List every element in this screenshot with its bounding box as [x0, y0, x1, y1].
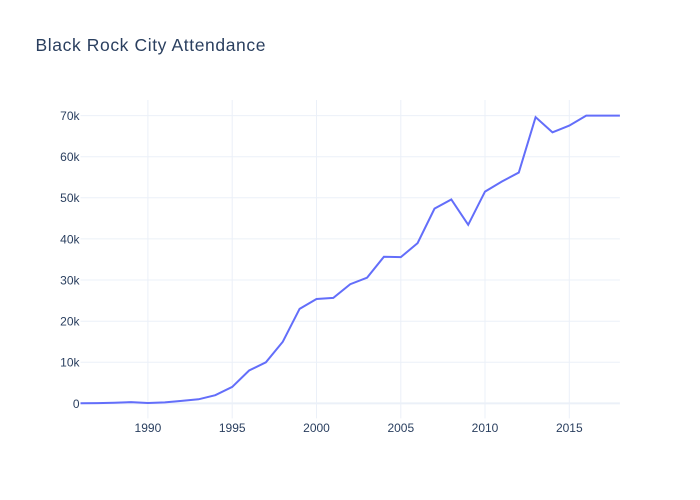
svg-text:70k: 70k [60, 109, 80, 123]
svg-text:2005: 2005 [387, 421, 414, 435]
svg-text:40k: 40k [60, 232, 80, 246]
svg-text:1995: 1995 [219, 421, 246, 435]
svg-text:20k: 20k [60, 315, 80, 329]
svg-text:60k: 60k [60, 150, 80, 164]
svg-text:Black Rock City Attendance: Black Rock City Attendance [36, 35, 267, 55]
svg-text:50k: 50k [60, 191, 80, 205]
svg-text:30k: 30k [60, 273, 80, 287]
svg-text:2010: 2010 [472, 421, 499, 435]
svg-text:0: 0 [73, 397, 80, 411]
svg-text:2015: 2015 [556, 421, 583, 435]
svg-text:1990: 1990 [135, 421, 162, 435]
svg-text:10k: 10k [60, 356, 80, 370]
svg-text:2000: 2000 [303, 421, 330, 435]
